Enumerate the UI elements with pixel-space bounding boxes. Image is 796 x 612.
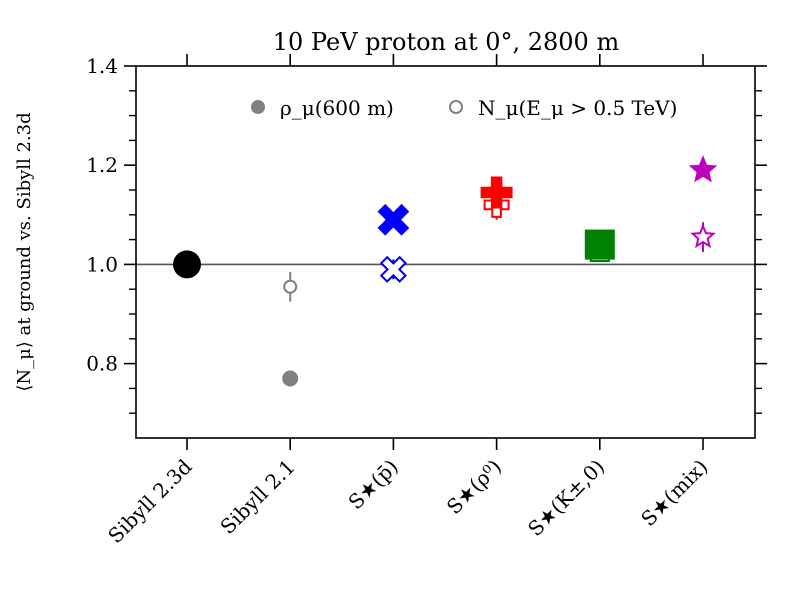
y-tick-label: 1.2 — [86, 153, 118, 177]
filled-marker-star — [688, 155, 718, 183]
legend-label-open: N_μ(E_μ > 0.5 TeV) — [478, 96, 677, 120]
legend-label-filled: ρ_μ(600 m) — [280, 96, 394, 120]
filled-marker-plus — [480, 176, 513, 209]
y-tick-label: 1.0 — [86, 252, 118, 276]
open-marker-star — [690, 223, 716, 249]
y-tick-label: 1.4 — [86, 54, 118, 78]
legend-marker-filled — [251, 100, 265, 114]
plot-frame — [135, 65, 756, 439]
open-marker-circle — [283, 279, 298, 294]
y-axis-label: ⟨N_μ⟩ at ground vs. Sibyll 2.3d — [14, 112, 35, 391]
filled-marker-circle — [282, 370, 299, 387]
chart-title: 10 PeV proton at 0°, 2800 m — [273, 28, 620, 56]
open-marker-x — [379, 255, 407, 283]
filled-marker-square — [584, 229, 615, 260]
filled-marker-circle — [173, 250, 201, 279]
legend-marker-open — [449, 100, 463, 114]
y-tick-label: 0.8 — [86, 352, 118, 376]
filled-marker-x — [377, 203, 410, 236]
